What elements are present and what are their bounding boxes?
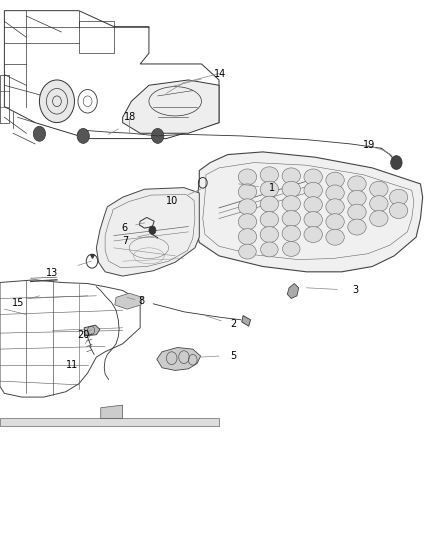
- Ellipse shape: [238, 214, 257, 230]
- Polygon shape: [157, 348, 201, 370]
- Ellipse shape: [348, 204, 366, 220]
- Ellipse shape: [348, 176, 366, 192]
- Ellipse shape: [370, 196, 388, 212]
- Ellipse shape: [282, 196, 300, 212]
- Ellipse shape: [261, 242, 278, 257]
- Text: 8: 8: [138, 296, 144, 306]
- Text: 2: 2: [230, 319, 236, 329]
- Ellipse shape: [282, 168, 300, 184]
- Circle shape: [77, 128, 89, 143]
- Ellipse shape: [326, 172, 344, 188]
- Ellipse shape: [283, 241, 300, 256]
- Ellipse shape: [238, 199, 257, 215]
- Ellipse shape: [370, 181, 388, 197]
- Ellipse shape: [348, 219, 366, 235]
- Text: 7: 7: [122, 236, 128, 246]
- Ellipse shape: [260, 167, 279, 183]
- Ellipse shape: [260, 227, 279, 243]
- Ellipse shape: [389, 203, 408, 219]
- Circle shape: [391, 156, 402, 169]
- Ellipse shape: [238, 169, 257, 185]
- Polygon shape: [123, 80, 219, 133]
- Text: 13: 13: [46, 268, 59, 278]
- Polygon shape: [101, 405, 123, 418]
- Ellipse shape: [348, 190, 366, 206]
- Ellipse shape: [370, 211, 388, 227]
- Ellipse shape: [282, 225, 300, 241]
- Ellipse shape: [326, 214, 344, 230]
- Ellipse shape: [326, 185, 344, 201]
- Polygon shape: [195, 152, 423, 272]
- Text: 20: 20: [77, 330, 89, 340]
- Circle shape: [152, 128, 164, 143]
- Ellipse shape: [326, 229, 344, 245]
- Polygon shape: [84, 325, 100, 336]
- Circle shape: [149, 226, 156, 235]
- Polygon shape: [0, 418, 219, 426]
- Text: 3: 3: [353, 286, 359, 295]
- Polygon shape: [115, 293, 142, 309]
- Circle shape: [39, 80, 74, 123]
- Text: 10: 10: [166, 197, 178, 206]
- Ellipse shape: [326, 199, 344, 215]
- Ellipse shape: [304, 227, 322, 243]
- Ellipse shape: [238, 229, 257, 245]
- Ellipse shape: [260, 212, 279, 228]
- Ellipse shape: [304, 197, 322, 213]
- Ellipse shape: [282, 181, 300, 197]
- Ellipse shape: [304, 169, 322, 185]
- Ellipse shape: [238, 184, 257, 200]
- Text: 19: 19: [363, 140, 375, 150]
- Ellipse shape: [260, 181, 279, 197]
- Polygon shape: [242, 316, 251, 326]
- Ellipse shape: [282, 211, 300, 227]
- Ellipse shape: [389, 189, 408, 205]
- Text: 11: 11: [66, 360, 78, 370]
- Text: 6: 6: [122, 223, 128, 233]
- Ellipse shape: [260, 196, 279, 212]
- Ellipse shape: [239, 244, 256, 259]
- Polygon shape: [96, 188, 199, 276]
- Circle shape: [33, 126, 46, 141]
- Ellipse shape: [304, 212, 322, 228]
- Text: 1: 1: [269, 183, 276, 192]
- Polygon shape: [287, 284, 299, 298]
- Text: 5: 5: [230, 351, 237, 361]
- Text: 14: 14: [214, 69, 226, 78]
- Text: 15: 15: [12, 298, 25, 308]
- Ellipse shape: [304, 182, 322, 198]
- Text: 18: 18: [124, 112, 136, 122]
